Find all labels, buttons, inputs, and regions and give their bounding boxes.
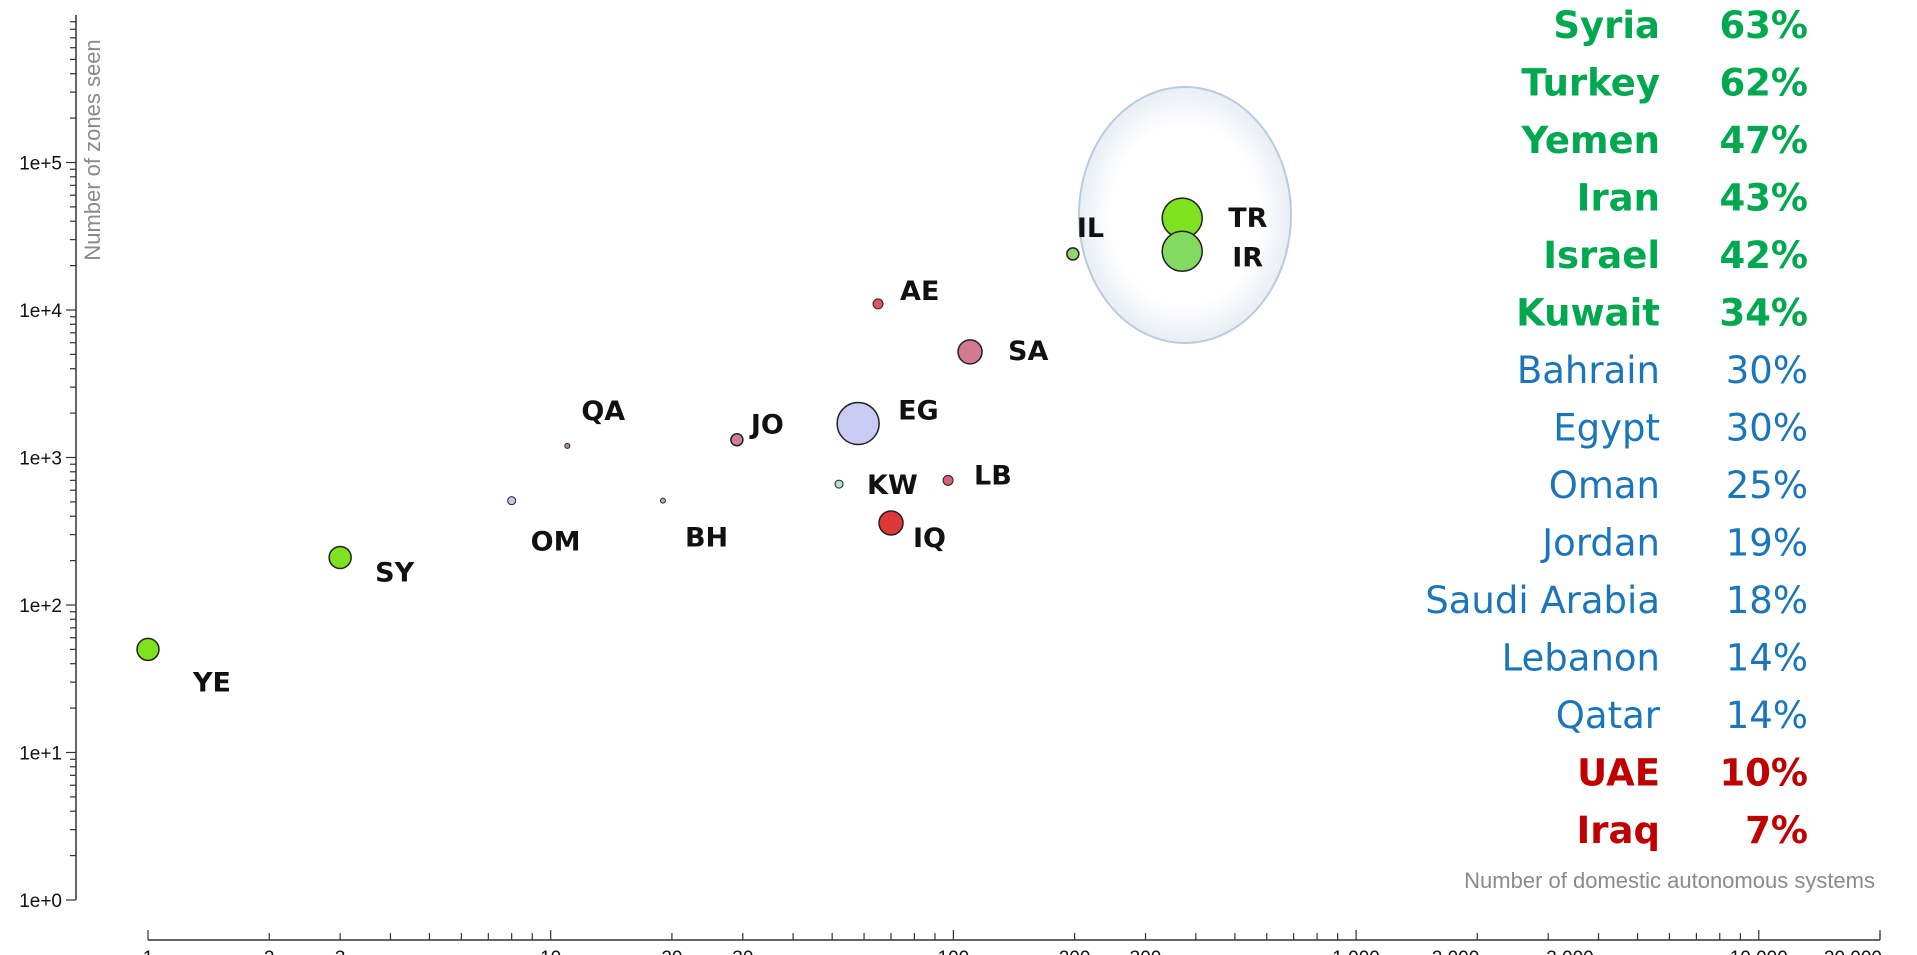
point-label-ye: YE [192,667,231,698]
y-tick-label: 1e+4 [19,301,62,322]
x-tick-label: 1 [143,948,154,955]
legend-country: Lebanon [1502,637,1660,680]
data-point-il [1066,247,1080,261]
legend-country: Saudi Arabia [1425,579,1660,622]
legend-country: UAE [1577,752,1660,795]
point-label-qa: QA [581,396,625,427]
x-tick-label: 20,000 [1824,948,1882,955]
legend-country: Bahrain [1517,349,1660,392]
x-tick-label: 200 [1059,948,1091,955]
x-tick-label: 10 [540,948,561,955]
point-label-eg: EG [898,396,939,427]
legend-country: Egypt [1553,407,1660,450]
legend-value: 62% [1719,62,1808,105]
legend-country: Turkey [1521,62,1660,105]
data-point-ye [136,637,160,662]
data-point-sy [328,545,352,570]
data-point-lb [942,474,954,486]
x-tick-label: 20 [661,948,682,955]
legend-value: 7% [1745,809,1808,852]
legend-value: 43% [1719,177,1808,220]
point-label-il: IL [1077,213,1104,244]
legend-value: 47% [1719,119,1808,162]
legend-value: 30% [1726,349,1808,392]
x-tick-label: 100 [938,948,970,955]
legend-value: 19% [1726,522,1808,565]
point-label-lb: LB [974,460,1012,491]
legend-value: 42% [1719,234,1808,277]
legend-country: Jordan [1540,522,1660,565]
y-axis-title: Number of zones seen [80,39,105,260]
point-label-ae: AE [900,276,939,307]
legend-value: 30% [1726,407,1808,450]
legend-value: 18% [1726,579,1808,622]
legend-country: Qatar [1556,694,1661,737]
point-label-iq: IQ [913,523,946,554]
data-point-ae [872,298,884,310]
legend-value: 63% [1719,4,1808,47]
point-label-sa: SA [1008,336,1048,367]
x-axis-title: Number of domestic autonomous systems [1464,868,1875,893]
legend-value: 25% [1726,464,1808,507]
point-label-sy: SY [375,557,414,588]
data-point-bh [659,497,666,504]
legend-country: Iran [1577,177,1660,220]
legend-country: Israel [1543,234,1660,277]
y-tick-label: 1e+3 [19,449,62,470]
legend-country: Iraq [1577,809,1660,852]
legend-value: 10% [1719,752,1808,795]
x-tick-label: 2,000 [1432,948,1480,955]
legend-country: Yemen [1521,119,1660,162]
x-tick-label: 3 [335,948,346,955]
point-label-ir: IR [1232,242,1263,273]
legend-value: 14% [1726,637,1808,680]
x-tick-label: 10,000 [1730,948,1788,955]
data-point-om [507,496,517,506]
data-point-jo [730,432,744,447]
point-label-bh: BH [685,523,728,554]
data-point-qa [564,442,571,449]
point-label-jo: JO [749,410,784,441]
legend-country: Oman [1549,464,1660,507]
data-point-sa [957,339,983,365]
x-tick-label: 3,000 [1546,948,1594,955]
data-point-eg [836,401,880,446]
y-tick-label: 1e+2 [19,596,62,617]
data-point-kw [834,479,844,489]
legend-value: 34% [1719,292,1808,335]
point-label-om: OM [531,527,581,558]
legend-value: 14% [1726,694,1808,737]
legend-country: Syria [1553,4,1660,47]
x-tick-label: 30 [732,948,753,955]
point-label-kw: KW [867,470,918,501]
legend-country: Kuwait [1516,292,1660,335]
x-tick-label: 1,000 [1332,948,1380,955]
data-point-iq [878,510,904,536]
point-label-tr: TR [1228,203,1267,234]
data-point-ir [1161,230,1203,273]
x-tick-label: 2 [264,948,275,955]
x-tick-label: 300 [1130,948,1162,955]
y-tick-label: 1e+0 [19,891,62,912]
y-tick-label: 1e+1 [19,744,62,765]
y-tick-label: 1e+5 [19,154,62,175]
